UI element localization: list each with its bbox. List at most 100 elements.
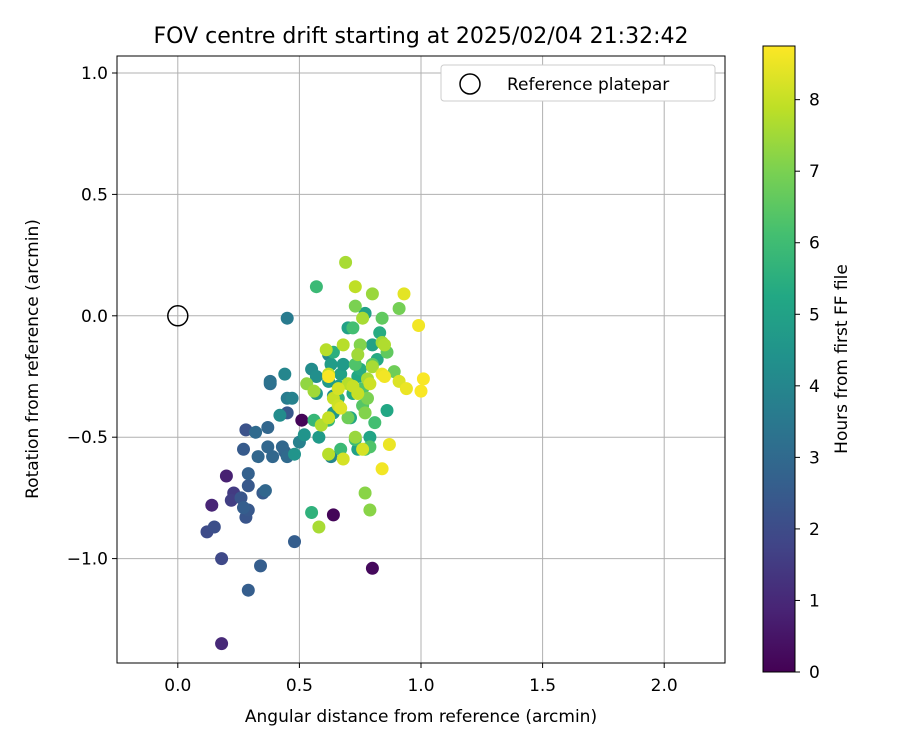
y-axis-label: Rotation from reference (arcmin) [23,219,43,499]
reference-marker-layer [167,305,189,327]
x-tick-label: 2.0 [651,676,678,696]
colorbar-tick-label: 1 [809,591,820,611]
data-point [237,442,250,456]
data-point [397,287,411,301]
data-point [348,280,362,294]
x-tick-label: 0.5 [286,676,313,696]
data-point [348,357,362,371]
data-point [285,391,299,405]
data-point [339,255,353,269]
x-tick-label: 1.0 [407,676,434,696]
legend-label: Reference platepar [507,75,669,95]
data-point [363,430,377,444]
data-point [351,348,365,362]
data-point [351,387,365,400]
data-point [399,382,413,396]
y-tick-label: 1.0 [81,64,108,84]
data-point [361,391,374,405]
colorbar-ticks: 0 1 2 3 4 5 6 7 8 [795,91,820,683]
data-point [249,425,263,439]
data-point [309,280,323,294]
data-point [378,338,391,352]
x-axis-label: Angular distance from reference (arcmin) [245,707,597,727]
y-tick-label: −1.0 [67,550,108,570]
data-point [373,326,387,340]
data-point [365,360,379,374]
data-point [336,357,350,371]
data-point [378,370,391,383]
y-tick-label: 0.5 [81,185,108,205]
data-point [273,408,287,422]
data-point [319,343,333,357]
data-point [312,520,326,534]
data-point [205,498,219,512]
data-point [241,479,255,493]
data-point [254,559,267,573]
data-point [322,411,336,425]
colorbar-tick-label: 7 [809,162,820,182]
data-point [356,311,370,325]
data-point [346,321,360,335]
data-point [322,370,336,383]
data-point [358,406,372,420]
data-point [348,299,362,313]
data-point [239,423,253,437]
data-point [368,416,382,430]
legend-box [440,64,716,102]
data-point [261,440,275,454]
data-point [288,447,301,461]
data-point [380,404,394,417]
data-point [414,384,428,398]
data-point [307,384,321,398]
data-point [363,377,377,391]
colorbar-tick-label: 4 [809,377,820,397]
data-point [297,428,311,442]
data-point [334,401,348,415]
colorbar-tick-label: 8 [809,91,820,111]
data-point [275,440,289,454]
data-point [412,319,426,332]
colorbar-tick-label: 2 [809,520,820,540]
data-points [200,255,430,651]
data-point [375,462,389,476]
data-point [263,374,277,388]
data-point [324,357,338,371]
data-point [356,442,370,456]
data-point [237,501,250,515]
data-point [392,302,406,315]
data-point [288,535,301,549]
data-point [224,493,238,507]
legend-marker [459,73,481,95]
data-point [295,413,309,427]
legend: Reference platepar [440,64,716,102]
data-point [309,370,323,383]
colorbar-tick-label: 5 [809,305,820,325]
data-point [241,583,255,597]
data-point [207,520,221,534]
data-point [251,450,265,464]
data-point [363,503,377,517]
data-point [215,552,229,566]
y-ticks: 1.0 0.5 0.0 −0.5 −1.0 [67,64,117,570]
data-point [280,311,294,325]
data-point [312,430,326,444]
y-tick-label: 0.0 [81,307,108,327]
data-point [278,367,292,381]
data-point [258,484,272,498]
data-point [348,430,362,444]
data-point [326,508,340,522]
chart-title: FOV centre drift starting at 2025/02/04 … [154,24,689,49]
data-point [365,338,379,352]
colorbar-tick-label: 0 [809,663,820,683]
data-point [382,438,396,451]
x-tick-label: 0.0 [164,676,191,696]
colorbar-label: Hours from first FF file [832,264,852,454]
data-point [261,421,275,434]
reference-platepar-marker [167,305,189,327]
data-point [341,411,355,425]
data-point [215,637,229,651]
data-point [331,382,345,396]
data-point [365,561,379,575]
data-point [387,365,401,379]
